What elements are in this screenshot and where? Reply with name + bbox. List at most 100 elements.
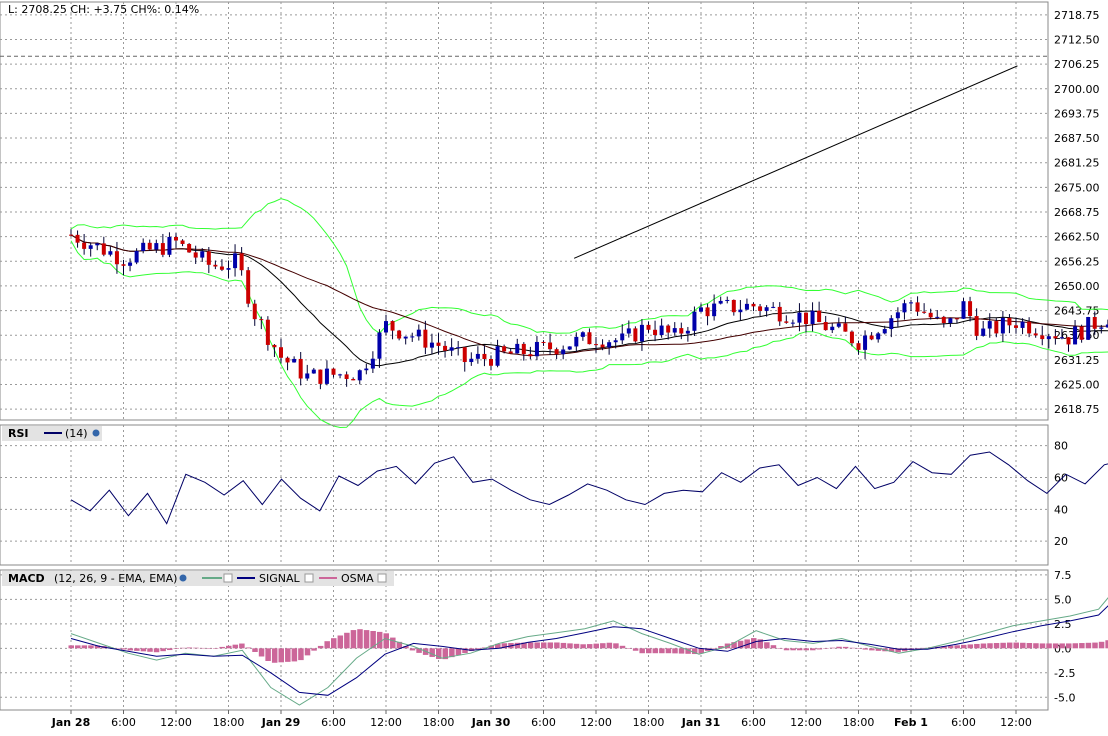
osma-bar <box>1072 643 1079 649</box>
candle-body <box>922 311 927 313</box>
osma-bar <box>416 648 422 653</box>
candle-body <box>384 321 388 333</box>
candle-body <box>541 341 546 343</box>
osma-bar <box>265 648 271 661</box>
osma-bar <box>967 644 974 649</box>
osma-bar <box>219 646 225 649</box>
osma-bar <box>226 645 232 649</box>
osma-bar <box>324 641 330 649</box>
candle-body <box>692 311 697 331</box>
time-tick-label: 6:00 <box>111 716 136 729</box>
osma-bar <box>915 648 921 650</box>
candle-body <box>351 378 356 381</box>
candle-body <box>338 374 343 376</box>
osma-bar <box>895 648 901 653</box>
time-tick-label: 6:00 <box>951 716 976 729</box>
osma-bar <box>429 648 435 657</box>
candle-body <box>443 345 448 351</box>
osma-bar <box>718 646 724 649</box>
candle-body <box>410 336 415 338</box>
candle-body <box>561 349 566 355</box>
candle-body <box>672 328 677 333</box>
osma-bar <box>849 647 855 649</box>
candle-body <box>101 243 106 255</box>
candle-body <box>403 336 408 339</box>
candle-body <box>699 307 703 312</box>
candlesticks <box>69 229 1108 390</box>
candle-body <box>876 333 881 340</box>
candle-body <box>449 347 454 351</box>
osma-bar <box>304 648 311 656</box>
price-tick-label: 2668.75 <box>1054 206 1100 219</box>
osma-bar <box>534 642 540 649</box>
osma-bar <box>239 643 245 649</box>
candle-body <box>515 343 520 354</box>
price-panel[interactable]: 2718.75 2712.50 2706.25 2700.00 2693.75 2687.… <box>0 1 1108 429</box>
osma-bar <box>987 643 993 649</box>
osma-bar <box>678 648 685 654</box>
osma-bar <box>127 648 134 651</box>
osma-bar <box>1020 642 1026 649</box>
osma-bar <box>921 647 928 649</box>
osma-bar <box>271 648 278 663</box>
candle-body <box>397 330 402 339</box>
osma-bar <box>488 645 494 649</box>
macd-settings-icon[interactable] <box>179 574 187 582</box>
osma-bar <box>1000 642 1006 649</box>
osma-bar <box>1079 643 1085 649</box>
osma-bar <box>455 648 462 656</box>
candle-body <box>147 242 152 250</box>
candle-body <box>252 303 257 320</box>
candle-body <box>475 353 480 359</box>
osma-bar <box>258 648 265 657</box>
candle-body <box>574 336 579 347</box>
trendline[interactable] <box>573 65 1018 259</box>
candle-body <box>134 250 139 263</box>
candle-body <box>324 368 329 384</box>
osma-bar <box>199 647 206 649</box>
osma-bar <box>777 648 783 649</box>
candle-body <box>357 370 362 381</box>
osma-bar <box>770 645 777 649</box>
osma-bar <box>639 648 645 654</box>
price-tick-label: 2712.50 <box>1054 33 1100 46</box>
bollinger-bands <box>70 198 1108 429</box>
candle-body <box>429 342 434 348</box>
candle-body <box>1020 321 1025 328</box>
candle-body <box>259 319 264 321</box>
osma-bar <box>252 648 258 652</box>
candle-body <box>272 344 277 348</box>
time-tick-label: Jan 31 <box>681 716 720 729</box>
osma-bar <box>1092 642 1098 649</box>
candle-body <box>725 299 730 301</box>
osma-bar <box>396 641 403 649</box>
candle-body <box>790 322 795 324</box>
macd-visibility-checkbox[interactable] <box>223 573 233 583</box>
osma-bar <box>94 645 101 649</box>
candle-body <box>974 316 979 336</box>
rsi-settings-icon[interactable] <box>92 429 100 437</box>
macd-tick-label: -2.5 <box>1054 667 1075 680</box>
macd-panel[interactable]: 7.55.02.50.0-2.5-5.0 MACD (12, 26, 9 - E… <box>0 569 1108 711</box>
osma-bar <box>626 648 632 649</box>
time-tick-label: 12:00 <box>790 716 822 729</box>
candle-body <box>462 347 467 363</box>
candle-body <box>954 318 959 320</box>
candle-body <box>909 302 913 304</box>
osma-bar <box>698 648 704 654</box>
price-tick-label: 2675.00 <box>1054 181 1100 194</box>
signal-visibility-checkbox[interactable] <box>304 573 314 583</box>
osma-bar <box>114 648 120 649</box>
candle-body <box>679 328 684 334</box>
osma-bar <box>75 645 81 649</box>
candle-body <box>738 309 743 313</box>
price-tick-label: 2718.75 <box>1054 9 1100 22</box>
candle-body <box>265 319 270 345</box>
candle-body <box>1099 327 1104 329</box>
rsi-panel[interactable]: 80 60 40 20 RSI (14) <box>0 424 1108 566</box>
candle-body <box>935 316 940 318</box>
osma-bar <box>121 648 127 650</box>
candle-body <box>1000 317 1005 334</box>
osma-visibility-checkbox[interactable] <box>377 573 387 583</box>
moving-average-slow <box>70 234 1108 357</box>
